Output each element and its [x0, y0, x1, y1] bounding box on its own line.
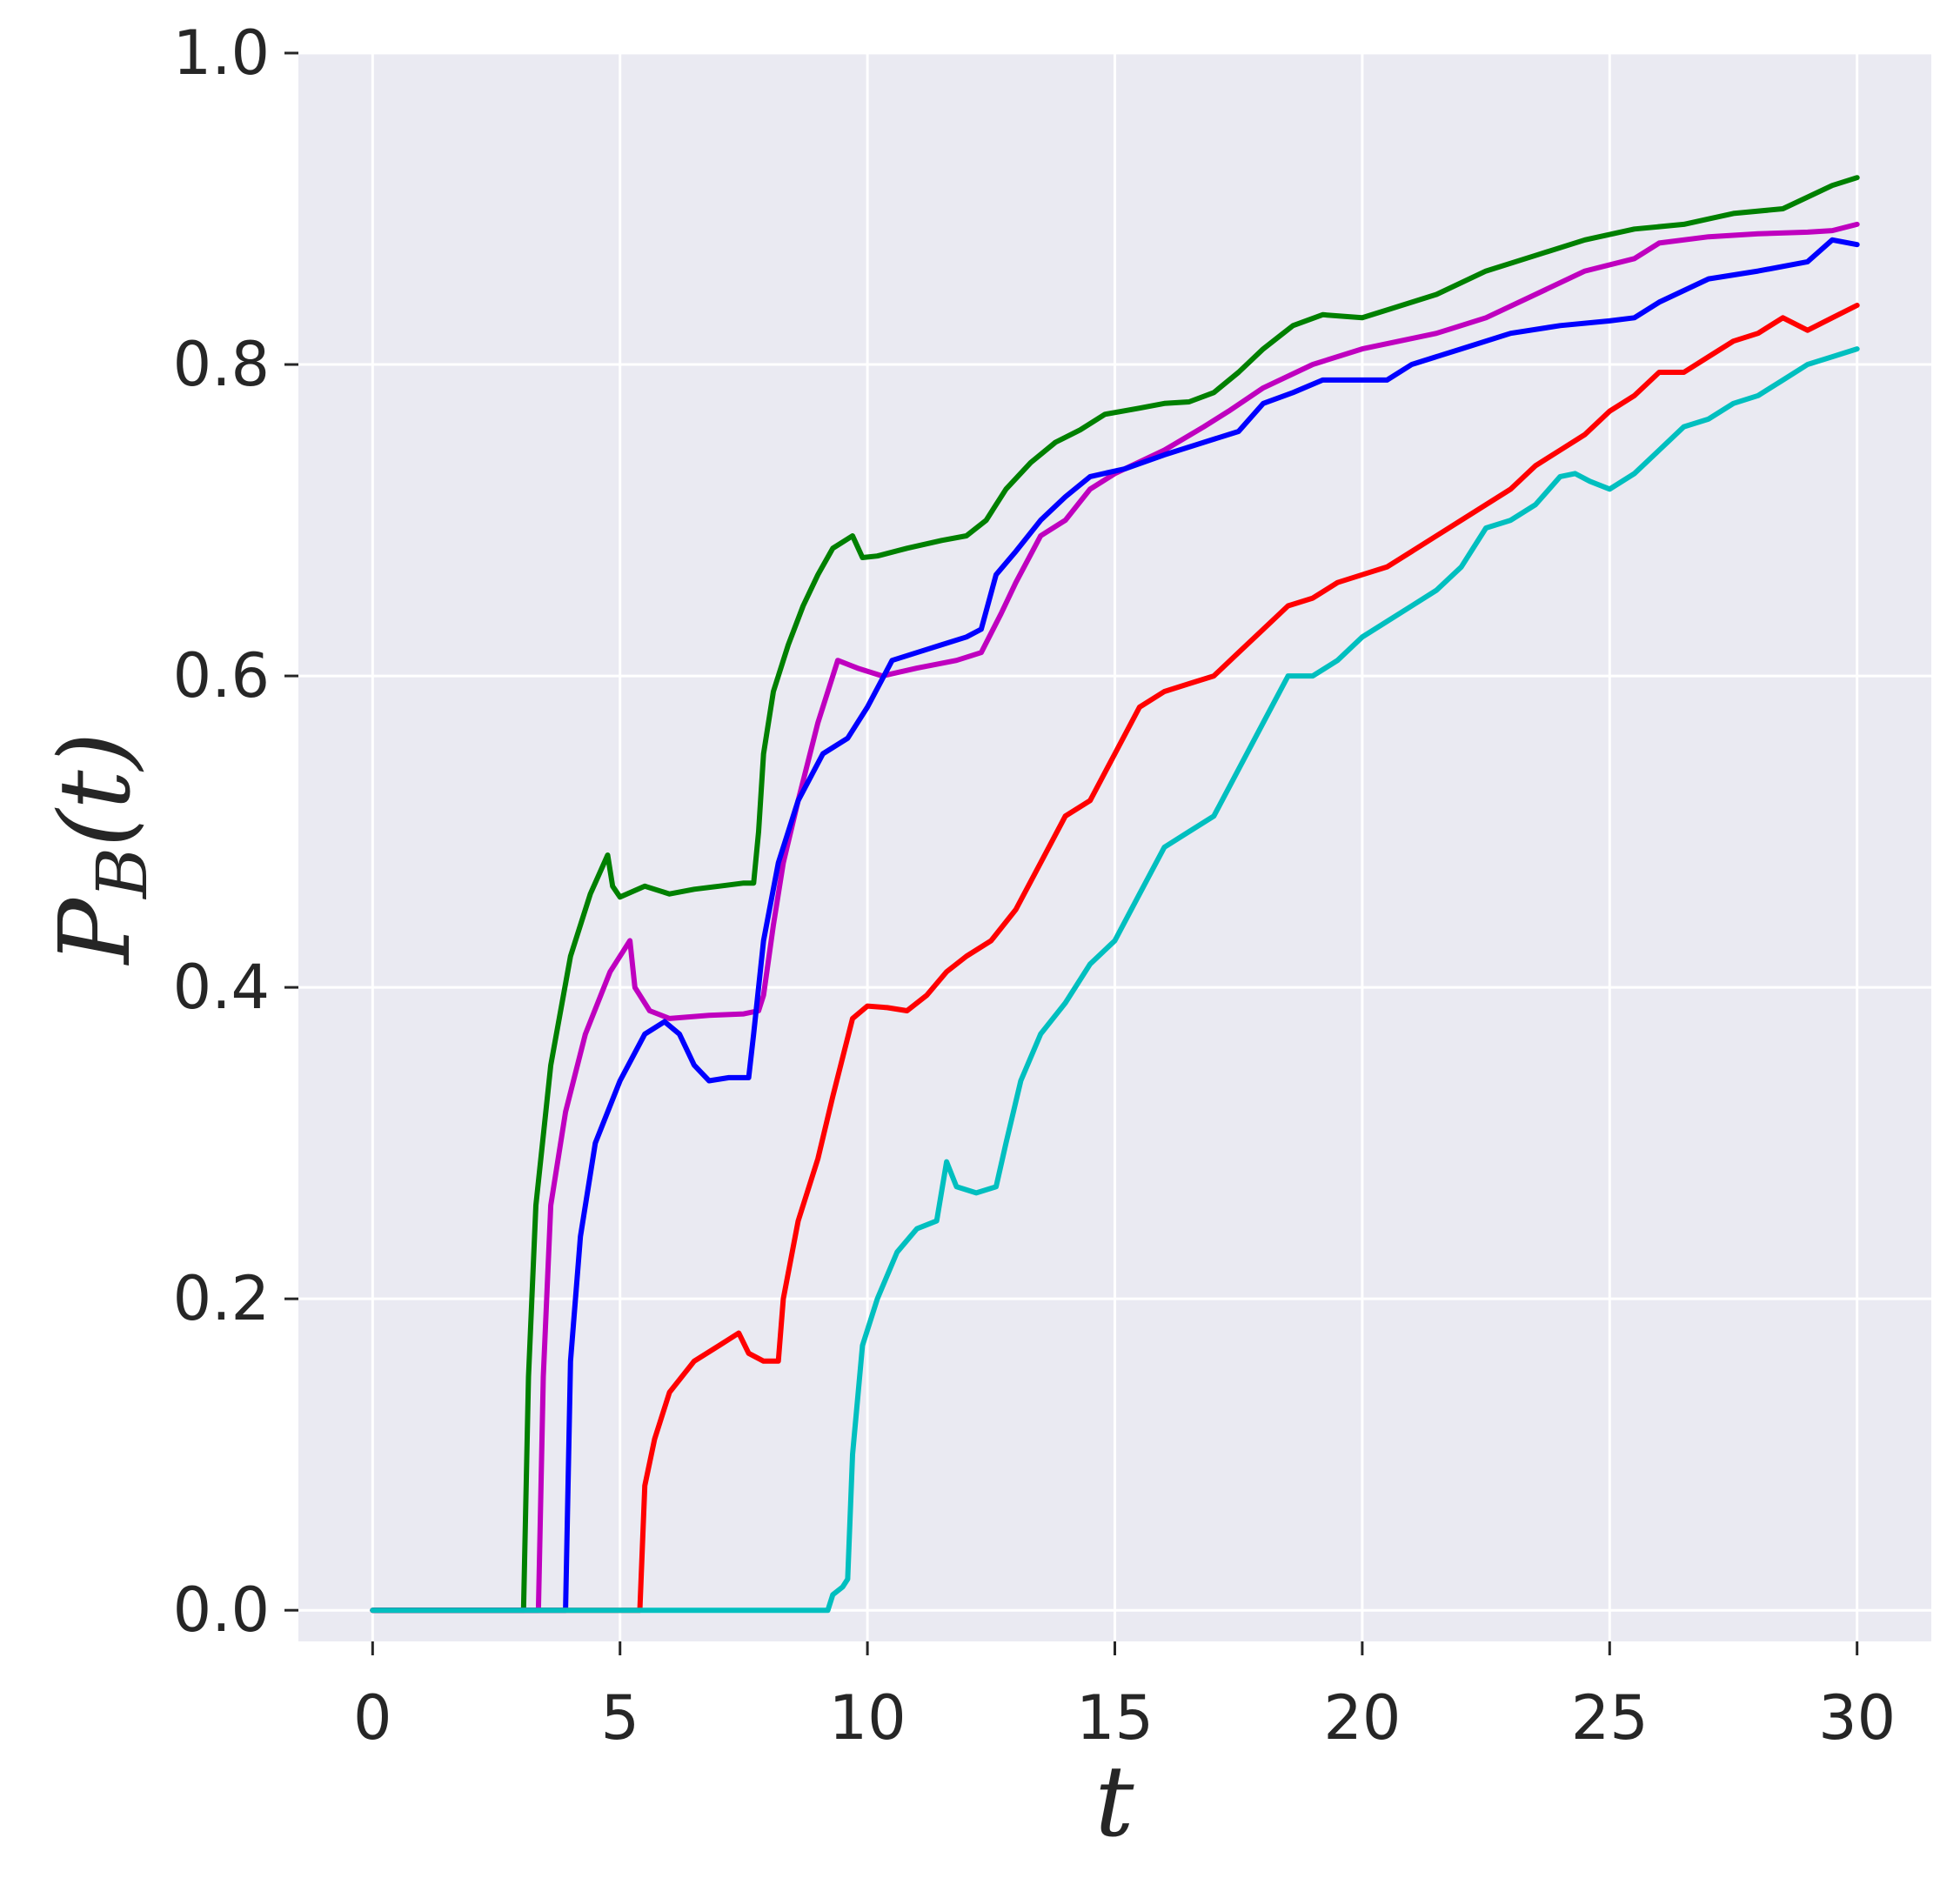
series-line [370, 303, 1860, 1614]
x-tick-label: 25 [1571, 1682, 1649, 1754]
gridlines [298, 51, 1931, 1641]
x-tick-label: 5 [600, 1682, 639, 1754]
series-line [370, 237, 1860, 1614]
y-axis-label: PB(t) [39, 732, 163, 966]
y-tick-label: 0.8 [173, 329, 270, 400]
y-tick-label: 1.0 [173, 17, 270, 89]
x-tick-label: 20 [1323, 1682, 1401, 1754]
y-tick-label: 0.2 [173, 1263, 270, 1334]
x-tick-label: 30 [1818, 1682, 1896, 1754]
svg-text:PB(t): PB(t) [39, 732, 163, 966]
y-axis-label-main: P [39, 897, 152, 966]
x-tick-label: 0 [353, 1682, 392, 1754]
series-line [370, 175, 1860, 1614]
x-tick-label: 15 [1076, 1682, 1154, 1754]
y-tick-label: 0.6 [173, 640, 270, 712]
series-line [370, 346, 1860, 1614]
y-axis-label-subscript: B [82, 847, 163, 900]
x-axis-label: t [1094, 1746, 1134, 1859]
y-axis-ticks: 0.0 0.2 0.4 0.6 0.8 1.0 [173, 17, 298, 1646]
y-tick-label: 0.4 [173, 952, 270, 1023]
x-tick-label: 10 [829, 1682, 906, 1754]
y-axis-label-argument: (t) [39, 732, 152, 847]
series-line [370, 221, 1860, 1614]
series-lines [370, 175, 1860, 1614]
x-axis-ticks: 0 5 10 15 20 25 30 [353, 1641, 1896, 1754]
y-tick-label: 0.0 [173, 1574, 270, 1646]
